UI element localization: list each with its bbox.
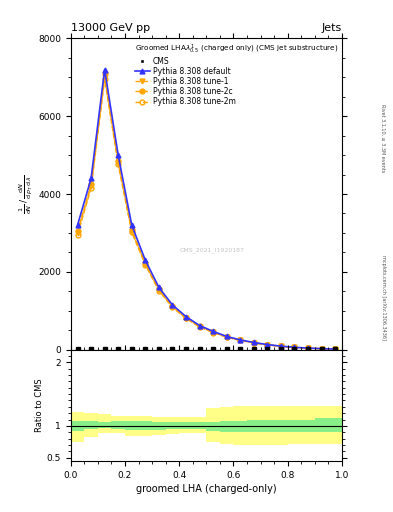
- Text: CMS_2021_I1920187: CMS_2021_I1920187: [179, 247, 244, 253]
- Text: mcplots.cern.ch [arXiv:1306.3436]: mcplots.cern.ch [arXiv:1306.3436]: [381, 254, 386, 339]
- X-axis label: groomed LHA (charged-only): groomed LHA (charged-only): [136, 484, 277, 494]
- Legend: CMS, Pythia 8.308 default, Pythia 8.308 tune-1, Pythia 8.308 tune-2c, Pythia 8.3: CMS, Pythia 8.308 default, Pythia 8.308 …: [133, 40, 340, 108]
- Y-axis label: $\frac{1}{\mathrm{d}N}\,/\,\frac{\mathrm{d}N}{\mathrm{d}\,p_T\,\mathrm{d}\,\lamb: $\frac{1}{\mathrm{d}N}\,/\,\frac{\mathrm…: [18, 174, 35, 214]
- Text: 13000 GeV pp: 13000 GeV pp: [71, 23, 150, 33]
- Text: Jets: Jets: [321, 23, 342, 33]
- Y-axis label: Ratio to CMS: Ratio to CMS: [35, 378, 44, 432]
- Text: Rivet 3.1.10, ≥ 3.3M events: Rivet 3.1.10, ≥ 3.3M events: [381, 104, 386, 173]
